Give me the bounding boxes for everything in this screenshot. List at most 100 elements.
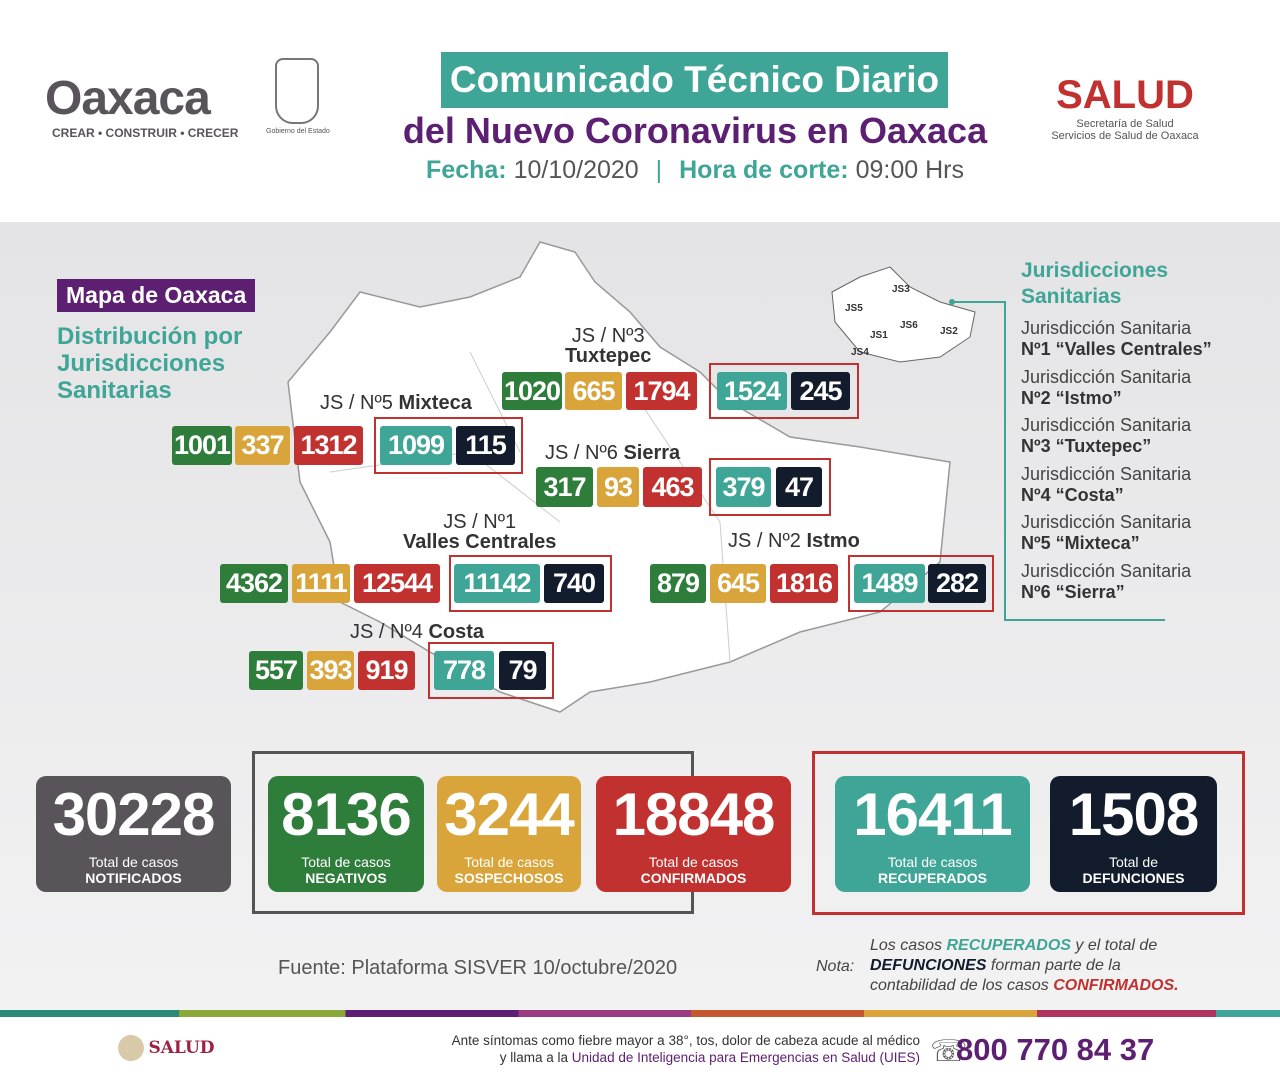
total-category: DEFUNCIONES [1082, 870, 1185, 886]
nota-label: Nota: [816, 958, 855, 975]
map-heading: Distribución por Jurisdicciones Sanitari… [57, 323, 243, 404]
jurisdiccion-l1: Jurisdicción Sanitaria [1021, 560, 1192, 581]
region-label-0: JS / Nº3 Tuxtepec [565, 326, 651, 366]
region-outline [449, 555, 612, 612]
fuente: Fuente: Plataforma SISVER 10/octubre/202… [278, 957, 678, 979]
oaxaca-logo: Oaxaca CREAR • CONSTRUIR • CRECER [45, 72, 239, 140]
region-sospechosos: 93 [597, 467, 639, 507]
frame-confirmed-breakdown [812, 751, 1245, 915]
total-notificados: 30228 Total de casos NOTIFICADOS [36, 776, 231, 892]
region-sospechosos: 1111 [292, 564, 350, 603]
total-label: Total de casos [464, 854, 554, 870]
total-value: 30228 [52, 781, 216, 848]
mini-map-label-0: JS3 [892, 284, 910, 295]
jurisdiccion-l1: Jurisdicción Sanitaria [1021, 366, 1192, 387]
jurisdiccion-l2: Nº2 “Istmo” [1021, 387, 1122, 408]
region-confirmados: 919 [358, 651, 415, 690]
region-negativos: 4362 [220, 564, 288, 603]
total-category: NOTIFICADOS [85, 870, 182, 886]
phone-number[interactable]: 800 770 84 37 [956, 1032, 1155, 1067]
region-label-5: JS / Nº4 Costa [350, 622, 484, 642]
color-stripe [0, 1010, 1280, 1017]
salud-footer-logo: SALUD [118, 1035, 215, 1061]
region-label-2: JS / Nº6 Sierra [545, 443, 680, 463]
region-sospechosos: 665 [565, 372, 622, 410]
total-sospechosos: 3244 Total de casos SOSPECHOSOS [437, 776, 581, 892]
region-name: Valles Centrales [403, 531, 557, 553]
total-confirmados: 18848 Total de casos CONFIRMADOS [596, 776, 791, 892]
region-recuperados: 778 [434, 651, 494, 690]
total-defunciones: 1508 Total de DEFUNCIONES [1050, 776, 1217, 892]
total-category: RECUPERADOS [878, 870, 987, 886]
total-value: 18848 [612, 781, 776, 848]
region-outline [709, 458, 831, 516]
region-negativos: 557 [249, 651, 303, 690]
region-label-3: JS / Nº1 Valles Centrales [403, 512, 556, 552]
region-sospechosos: 337 [235, 426, 290, 465]
jurisdiccion-item: Jurisdicción Sanitaria Nº1 “Valles Centra… [1021, 318, 1212, 360]
region-name: Sierra [623, 442, 681, 464]
total-value: 16411 [853, 781, 1013, 848]
region-code: JS / Nº4 [350, 621, 423, 643]
region-code: JS / Nº3 [571, 325, 645, 347]
phone-icon: ☏ [930, 1035, 968, 1068]
mini-map-label-2: JS1 [870, 330, 888, 341]
region-defunciones: 740 [544, 564, 604, 603]
region-code: JS / Nº5 [320, 392, 393, 414]
jurisdiccion-item: Jurisdicción Sanitaria Nº2 “Istmo” [1021, 367, 1191, 409]
region-negativos: 317 [536, 467, 593, 507]
region-confirmados: 1794 [626, 372, 697, 410]
total-category: NEGATIVOS [305, 870, 387, 886]
page-subtitle: del Nuevo Coronavirus en Oaxaca [402, 110, 988, 151]
map-tag: Mapa de Oaxaca [57, 279, 256, 312]
region-name: Mixteca [398, 392, 472, 414]
total-recuperados: 16411 Total de casos RECUPERADOS [835, 776, 1030, 892]
jurisdicciones-title: Jurisdicciones Sanitarias [1021, 259, 1169, 308]
region-recuperados: 11142 [454, 564, 540, 603]
region-confirmados: 12544 [354, 564, 440, 603]
mini-map-label-5: JS4 [851, 347, 869, 358]
region-code: JS / Nº2 [728, 530, 801, 552]
jurisdiccion-l1: Jurisdicción Sanitaria [1021, 512, 1192, 532]
region-outline [848, 555, 994, 612]
region-defunciones: 47 [776, 467, 822, 507]
region-code: JS / Nº6 [545, 442, 618, 464]
total-label: Total de casos [88, 854, 179, 870]
total-value: 8136 [281, 781, 411, 848]
total-value: 3244 [444, 781, 574, 848]
total-label: Total de [1108, 854, 1159, 870]
salud-logo: SALUD Secretaría de Salud Servicios de S… [1051, 73, 1199, 142]
region-confirmados: 463 [643, 467, 702, 507]
jurisdiccion-item: Jurisdicción Sanitaria Nº3 “Tuxtepec” [1021, 415, 1191, 457]
region-name: Tuxtepec [565, 345, 652, 367]
region-outline [428, 642, 554, 699]
region-recuperados: 1489 [854, 564, 925, 603]
region-code: JS / Nº1 [443, 511, 517, 533]
region-confirmados: 1816 [770, 564, 838, 603]
jurisdiccion-l2: Nº5 “Mixteca” [1021, 533, 1140, 553]
mini-map-label-1: JS5 [845, 303, 863, 314]
state-seal-icon [275, 58, 319, 124]
seal-icon [118, 1035, 144, 1061]
jurisdiccion-l1: Jurisdicción Sanitaria [1021, 318, 1192, 338]
jurisdiccion-item: Jurisdicción Sanitaria Nº6 “Sierra” [1021, 561, 1191, 603]
region-name: Istmo [806, 530, 860, 552]
jurisdiccion-l2: Nº3 “Tuxtepec” [1021, 436, 1152, 456]
region-sospechosos: 645 [710, 564, 766, 603]
total-negativos: 8136 Total de casos NEGATIVOS [268, 776, 424, 892]
page-title: Comunicado Técnico Diario [441, 52, 948, 108]
region-negativos: 879 [650, 564, 706, 603]
jurisdiccion-item: Jurisdicción Sanitaria Nº4 “Costa” [1021, 464, 1191, 506]
region-defunciones: 282 [928, 564, 986, 603]
region-defunciones: 79 [499, 651, 546, 690]
total-value: 1508 [1068, 781, 1199, 848]
jurisdiccion-l2: Nº6 “Sierra” [1021, 581, 1125, 602]
jurisdiccion-l2: Nº1 “Valles Centrales” [1021, 339, 1212, 359]
region-label-4: JS / Nº2 Istmo [728, 531, 860, 551]
region-name: Costa [428, 621, 485, 643]
jurisdiccion-l2: Nº4 “Costa” [1021, 484, 1124, 505]
jurisdiccion-item: Jurisdicción Sanitaria Nº5 “Mixteca” [1021, 512, 1191, 554]
region-negativos: 1020 [502, 372, 562, 410]
region-defunciones: 245 [791, 372, 850, 410]
total-category: SOSPECHOSOS [454, 870, 564, 886]
